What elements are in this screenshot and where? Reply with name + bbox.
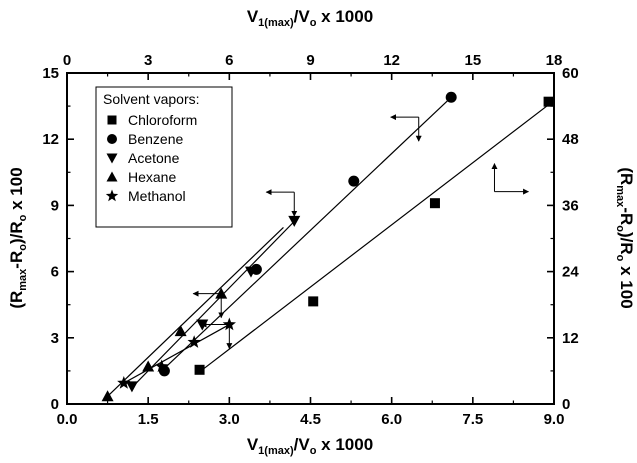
data-point-hexane [142, 360, 155, 372]
y-axis-left-title: (Rmax-Ro)/Ro x 100 [7, 167, 29, 308]
data-point-chloroform [543, 96, 554, 107]
data-point-acetone [244, 266, 257, 278]
left-axis-tick-label: 0 [51, 396, 59, 413]
left-axis-tick-label: 12 [42, 131, 59, 148]
legend-marker-acetone [106, 153, 118, 164]
data-point-chloroform [429, 198, 440, 209]
data-point-chloroform [308, 296, 319, 307]
legend: Solvent vapors: Chloroform Benzene Acetone… [95, 86, 233, 228]
x-axis-bottom-title: V1(max)/Vo x 1000 [247, 435, 373, 457]
data-point-hexane [174, 325, 187, 337]
fit-line-benzene [161, 96, 452, 372]
bottom-axis-tick-label: 4.5 [300, 411, 321, 428]
axis-indicators-layer [192, 114, 530, 350]
top-axis-tick-label: 12 [383, 52, 400, 69]
data-point-chloroform [194, 364, 205, 375]
legend-items: Chloroform Benzene Acetone Hexane Methanol [105, 112, 197, 204]
left-axis-tick-label: 3 [51, 330, 59, 347]
fit-line-methanol [123, 324, 230, 384]
data-point-methanol [117, 376, 131, 389]
legend-label-hexane: Hexane [128, 169, 176, 185]
fit-line-acetone [131, 218, 298, 388]
top-axis-tick-label: 15 [464, 52, 481, 69]
bottom-axis-tick-label: 1.5 [138, 411, 159, 428]
legend-marker-chloroform [107, 115, 117, 125]
y-axis-right-title: (Rmax-Ro)/Ro x 100 [614, 167, 636, 308]
data-point-benzene [348, 175, 360, 187]
top-axis-tick-label: 6 [225, 52, 233, 69]
left-axis-tick-label: 15 [42, 65, 59, 82]
bottom-axis-tick-label: 7.5 [462, 411, 483, 428]
ticks-layer: 0.0 1.5 3.0 4.5 6.0 7.5 9.00 3 6 9 12 15 18036912150… [42, 52, 579, 428]
legend-label-acetone: Acetone [128, 150, 180, 166]
data-point-benzene [445, 91, 457, 103]
data-point-methanol [187, 335, 201, 348]
right-axis-tick-label: 60 [562, 65, 579, 82]
legend-title: Solvent vapors: [103, 91, 200, 107]
data-points-layer [101, 91, 554, 402]
data-point-acetone [288, 215, 301, 227]
data-point-methanol [155, 359, 169, 373]
data-point-acetone [125, 381, 138, 393]
legend-marker-benzene [107, 134, 117, 144]
top-axis-tick-label: 3 [144, 52, 152, 69]
fit-line-chloroform [201, 100, 555, 371]
bottom-axis-tick-label: 6.0 [381, 411, 402, 428]
legend-label-chloroform: Chloroform [128, 112, 197, 128]
legend-marker-methanol [105, 189, 119, 202]
fit-line-hexane [107, 227, 284, 397]
legend-box [95, 86, 233, 228]
legend-label-benzene: Benzene [128, 131, 183, 147]
fit-lines-layer [107, 96, 555, 397]
data-point-methanol [222, 317, 236, 331]
right-axis-tick-label: 0 [562, 396, 570, 413]
bottom-axis-tick-label: 3.0 [219, 411, 240, 428]
top-axis-tick-label: 0 [63, 52, 71, 69]
bottom-axis-tick-label: 9.0 [544, 411, 565, 428]
right-axis-tick-label: 48 [562, 131, 579, 148]
left-axis-tick-label: 6 [51, 264, 59, 281]
top-axis-tick-label: 9 [306, 52, 314, 69]
legend-label-methanol: Methanol [128, 188, 186, 204]
bottom-axis-tick-label: 0.0 [57, 411, 78, 428]
data-point-hexane [215, 287, 228, 299]
right-axis-tick-label: 24 [562, 264, 579, 281]
right-axis-tick-label: 36 [562, 197, 579, 214]
x-axis-top-title: V1(max)/Vo x 1000 [247, 7, 373, 29]
right-axis-tick-label: 12 [562, 330, 579, 347]
data-point-hexane [101, 390, 114, 402]
legend-marker-hexane [106, 171, 118, 182]
left-axis-tick-label: 9 [51, 197, 59, 214]
top-axis-tick-label: 18 [546, 52, 563, 69]
data-point-acetone [196, 319, 209, 331]
